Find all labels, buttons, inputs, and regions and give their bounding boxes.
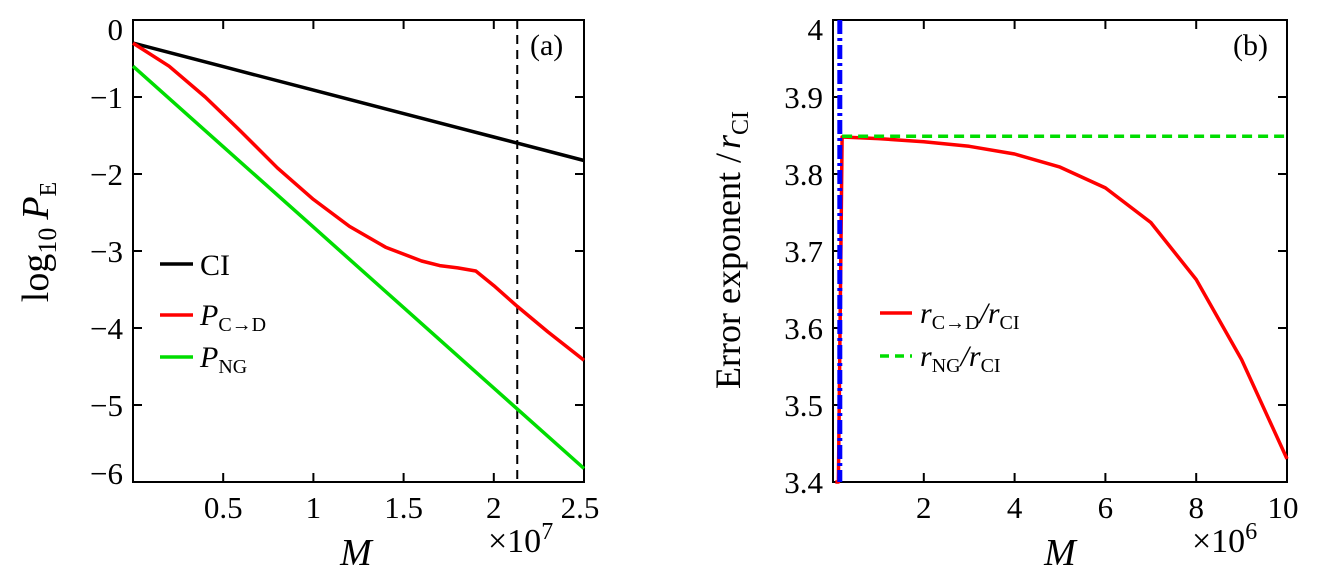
y-tick-label-a-0: 0 xyxy=(108,12,124,47)
panel-label-a: (a) xyxy=(530,29,563,62)
x-axis-title-b: M xyxy=(1043,532,1078,574)
legend-label-rcd: rC→D/rCI xyxy=(920,297,1020,334)
y-tick-label-b-4: 3.8 xyxy=(784,157,823,192)
y-tick-label-a-2: −2 xyxy=(90,157,123,192)
legend-label-rng: rNG/rCI xyxy=(920,340,1001,377)
y-tick-label-b-5: 3.9 xyxy=(784,80,823,115)
y-tick-label-a-6: −6 xyxy=(90,456,123,491)
y-tick-label-a-4: −4 xyxy=(90,311,123,346)
x-tick-label-a-3: 2 xyxy=(486,490,502,525)
y-axis-title-b: Error exponent /rCI xyxy=(708,111,754,389)
legend-label-ci: CI xyxy=(200,249,230,282)
legend-label-png: PNG xyxy=(199,341,247,378)
series-line-a-ci xyxy=(132,41,585,163)
x-tick-label-a-2: 1.5 xyxy=(384,490,423,525)
y-tick-label-a-5: −5 xyxy=(90,388,123,423)
y-tick-label-b-0: 3.4 xyxy=(784,465,823,500)
y-tick-label-b-2: 3.6 xyxy=(784,311,823,346)
legend-b: rC→D/rCI rNG/rCI xyxy=(880,297,1020,377)
x-tick-label-a-1: 1 xyxy=(306,490,322,525)
y-tick-label-a-3: −3 xyxy=(90,234,123,269)
y-axis-title-a: log10PE xyxy=(15,182,62,302)
panel-b: 2 4 6 8 10 3.4 3.5 3.6 3.7 3.8 3.9 4 (b) Error expo… xyxy=(708,12,1299,574)
series-line-a-c-d xyxy=(132,41,586,362)
x-multiplier-b: ×106 xyxy=(1192,519,1257,560)
x-multiplier-a: ×107 xyxy=(488,519,553,560)
y-tick-label-b-6: 4 xyxy=(808,12,824,47)
x-tick-label-a-0: 0.5 xyxy=(204,490,243,525)
x-tick-label-b-0: 2 xyxy=(916,490,932,525)
legend-a: CI PC→D PNG xyxy=(160,249,266,378)
series-line-b-c-d xyxy=(835,135,1289,484)
plot-frame-b xyxy=(832,19,1288,483)
panel-a: 0.5 1 1.5 2 2.5 0 −1 −2 −3 −4 −5 −6 (a) log10PE M ×… xyxy=(15,12,599,574)
y-tick-label-a-1: −1 xyxy=(90,80,123,115)
y-tick-label-b-3: 3.7 xyxy=(784,234,823,269)
x-tick-label-b-3: 8 xyxy=(1188,490,1204,525)
series-line-a-ng xyxy=(131,64,586,470)
svg-text:Error exponent /rCI: Error exponent /rCI xyxy=(708,111,754,389)
x-tick-label-b-1: 4 xyxy=(1007,490,1023,525)
panel-label-b: (b) xyxy=(1233,29,1268,62)
legend-label-pcd: PC→D xyxy=(199,299,266,336)
svg-text:log10PE: log10PE xyxy=(15,182,62,302)
x-tick-label-a-4: 2.5 xyxy=(561,490,600,525)
x-tick-label-b-2: 6 xyxy=(1098,490,1114,525)
x-tick-label-b-4: 10 xyxy=(1268,490,1299,525)
y-tick-label-b-1: 3.5 xyxy=(784,388,823,423)
x-axis-title-a: M xyxy=(339,532,374,574)
